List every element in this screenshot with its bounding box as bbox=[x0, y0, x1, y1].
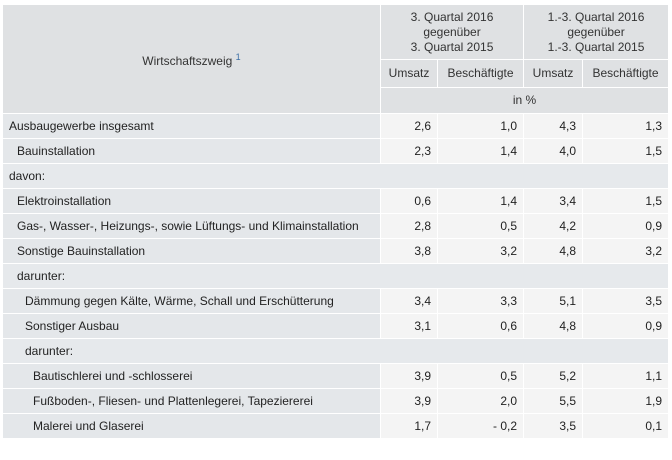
value-cell: 1,3 bbox=[582, 113, 670, 139]
footnote-link[interactable]: 1 bbox=[235, 51, 241, 62]
value-cell: 0,6 bbox=[436, 313, 525, 339]
table-row: Ausbaugewerbe insgesamt 2,6 1,0 4,3 1,3 bbox=[2, 113, 670, 139]
table-group-row: darunter: bbox=[1, 263, 670, 289]
group-label: darunter: bbox=[1, 263, 670, 289]
value-cell: 3,2 bbox=[582, 238, 670, 264]
branch-header-label: Wirtschaftszweig bbox=[142, 53, 233, 68]
value-cell: 0,9 bbox=[582, 213, 670, 239]
value-cell: 0,1 bbox=[582, 413, 670, 439]
row-label: Sonstiger Ausbau bbox=[2, 313, 381, 339]
period-q1-3-line2: gegenüber bbox=[567, 24, 625, 39]
value-cell: 4,8 bbox=[523, 238, 584, 264]
value-cell: 0,6 bbox=[380, 188, 438, 214]
value-cell: 5,5 bbox=[523, 388, 584, 414]
period-q3-line2: gegenüber bbox=[423, 24, 481, 39]
value-cell: 2,6 bbox=[380, 113, 438, 139]
table-row: Sonstiger Ausbau 3,1 0,6 4,8 0,9 bbox=[2, 313, 670, 339]
period-header-q3: 3. Quartal 2016 gegenüber 3. Quartal 2015 bbox=[379, 4, 525, 60]
value-cell: 4,3 bbox=[523, 113, 584, 139]
value-cell: 1,9 bbox=[582, 388, 670, 414]
value-cell: 1,1 bbox=[582, 363, 670, 389]
value-cell: 3,5 bbox=[523, 413, 584, 439]
period-q1-3-line1: 1.-3. Quartal 2016 bbox=[547, 9, 645, 24]
table-row: Gas-, Wasser-, Heizungs-, sowie Lüftungs… bbox=[2, 213, 670, 239]
value-cell: 3,4 bbox=[523, 188, 584, 214]
value-cell: 3,8 bbox=[380, 238, 438, 264]
value-cell: 3,3 bbox=[436, 288, 525, 314]
row-label: Dämmung gegen Kälte, Wärme, Schall und E… bbox=[2, 288, 381, 314]
value-cell: 3,9 bbox=[380, 388, 438, 414]
period-q3-line1: 3. Quartal 2016 bbox=[410, 9, 494, 24]
value-cell: 4,0 bbox=[523, 138, 584, 164]
value-cell: 1,5 bbox=[582, 188, 670, 214]
table-row: Bautischlerei und -schlosserei 3,9 0,5 5,2 1… bbox=[2, 363, 670, 389]
branch-column-header: Wirtschaftszweig 1 bbox=[2, 4, 381, 114]
value-cell: 3,1 bbox=[380, 313, 438, 339]
subheader-umsatz-q3: Umsatz bbox=[380, 59, 438, 88]
value-cell: 2,8 bbox=[380, 213, 438, 239]
row-label: Fußboden-, Fliesen- und Plattenlegerei, … bbox=[2, 388, 381, 414]
value-cell: 1,0 bbox=[436, 113, 525, 139]
row-label: Bauinstallation bbox=[2, 138, 381, 164]
value-cell: 1,5 bbox=[582, 138, 670, 164]
table-row: Malerei und Glaserei 1,7- 0,2 3,5 0,1 bbox=[2, 413, 670, 439]
statistics-table: Wirtschaftszweig 1 3. Quartal 2016 gegenü… bbox=[1, 4, 670, 439]
value-cell: 0,5 bbox=[436, 363, 525, 389]
subheader-beschaeftigte-q3: Beschäftigte bbox=[436, 59, 525, 88]
subheader-umsatz-q1-3: Umsatz bbox=[523, 59, 584, 88]
value-cell: 5,1 bbox=[523, 288, 584, 314]
table-group-row: darunter: bbox=[1, 338, 670, 364]
value-cell: - 0,2 bbox=[436, 413, 525, 439]
value-cell: 5,2 bbox=[523, 363, 584, 389]
row-label: Malerei und Glaserei bbox=[2, 413, 381, 439]
value-cell: 4,8 bbox=[523, 313, 584, 339]
group-label: davon: bbox=[1, 163, 670, 189]
row-label: Gas-, Wasser-, Heizungs-, sowie Lüftungs… bbox=[2, 213, 381, 239]
value-cell: 3,9 bbox=[380, 363, 438, 389]
row-label: Sonstige Bauinstallation bbox=[2, 238, 381, 264]
period-q1-3-line3: 1.-3. Quartal 2015 bbox=[547, 39, 645, 54]
table-row: Bauinstallation 2,3 1,4 4,0 1,5 bbox=[2, 138, 670, 164]
unit-header: in % bbox=[379, 87, 670, 114]
value-cell: 2,0 bbox=[436, 388, 525, 414]
value-cell: 2,3 bbox=[380, 138, 438, 164]
table-row: Dämmung gegen Kälte, Wärme, Schall und E… bbox=[2, 288, 670, 314]
table-row: Sonstige Bauinstallation 3,8 3,2 4,8 3,2 bbox=[2, 238, 670, 264]
value-cell: 1,4 bbox=[436, 188, 525, 214]
value-cell: 0,9 bbox=[582, 313, 670, 339]
value-cell: 3,2 bbox=[436, 238, 525, 264]
table-row: Fußboden-, Fliesen- und Plattenlegerei, … bbox=[2, 388, 670, 414]
group-label: darunter: bbox=[1, 338, 670, 364]
value-cell: 4,2 bbox=[523, 213, 584, 239]
value-cell: 3,4 bbox=[380, 288, 438, 314]
row-label: Ausbaugewerbe insgesamt bbox=[2, 113, 381, 139]
value-cell: 0,5 bbox=[436, 213, 525, 239]
table-row: Elektroinstallation 0,6 1,4 3,4 1,5 bbox=[2, 188, 670, 214]
row-label: Bautischlerei und -schlosserei bbox=[2, 363, 381, 389]
row-label: Elektroinstallation bbox=[2, 188, 381, 214]
value-cell: 1,7 bbox=[380, 413, 438, 439]
table-group-row: davon: bbox=[1, 163, 670, 189]
value-cell: 3,5 bbox=[582, 288, 670, 314]
value-cell: 1,4 bbox=[436, 138, 525, 164]
subheader-beschaeftigte-q1-3: Beschäftigte bbox=[582, 59, 670, 88]
period-q3-line3: 3. Quartal 2015 bbox=[410, 39, 494, 54]
table-header: Wirtschaftszweig 1 3. Quartal 2016 gegenü… bbox=[2, 4, 670, 114]
table-body: Ausbaugewerbe insgesamt 2,6 1,0 4,3 1,3 Bauin… bbox=[1, 113, 670, 439]
period-header-q1-3: 1.-3. Quartal 2016 gegenüber 1.-3. Quartal… bbox=[523, 4, 670, 60]
